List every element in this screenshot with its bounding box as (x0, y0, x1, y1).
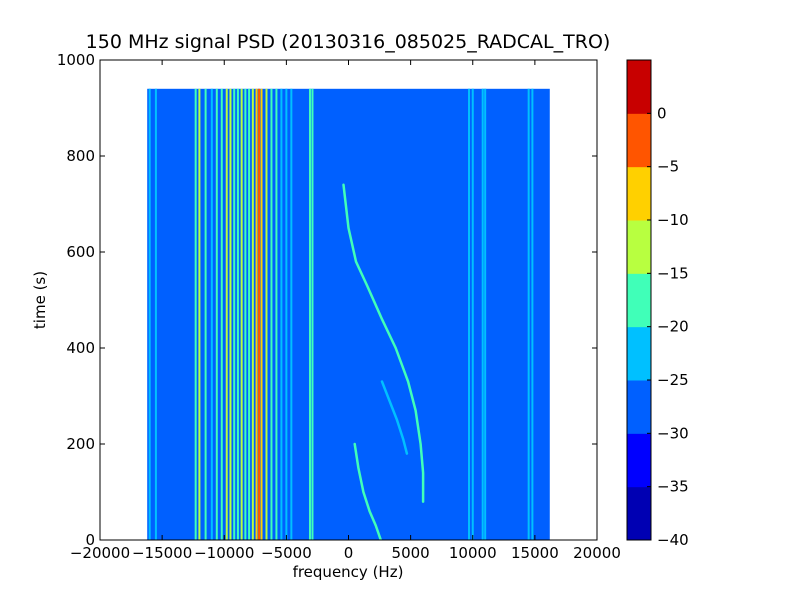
colorbar-tick-label: −40 (657, 531, 689, 549)
colorbar-tick-label: −30 (657, 424, 689, 442)
colorbar-tick-label: −5 (657, 158, 679, 176)
curved-track-2 (353, 442, 383, 540)
x-tick-label: 0 (344, 544, 354, 562)
colorbar-tick-label: −25 (657, 371, 689, 389)
x-axis-label: frequency (Hz) (293, 563, 404, 581)
colorbar-segment-3 (627, 326, 651, 381)
y-tick-label: 0 (85, 531, 95, 549)
y-tick-label: 600 (66, 243, 95, 261)
colorbar-segment-7 (627, 113, 651, 168)
colorbar-segment-1 (627, 433, 651, 488)
x-tick-label: −10000 (194, 544, 254, 562)
curved-track-0 (342, 183, 425, 503)
colorbar-tick-label: −15 (657, 264, 689, 282)
y-tick-label: 800 (66, 147, 95, 165)
colorbar-tick-label: −10 (657, 211, 689, 229)
x-tick-label: 15000 (511, 544, 559, 562)
colorbar-tick-label: −20 (657, 318, 689, 336)
y-tick-label: 400 (66, 339, 95, 357)
heatmap (147, 88, 550, 540)
x-tick-label: −15000 (132, 544, 192, 562)
colorbar-segment-6 (627, 166, 651, 221)
colorbar-frame (626, 59, 652, 541)
colorbar-segment-4 (627, 273, 651, 328)
x-tick-label: 10000 (449, 544, 497, 562)
colorbar-segment-2 (627, 380, 651, 434)
heatmap-background (147, 88, 550, 540)
x-tick-label: −20000 (70, 544, 130, 562)
x-tick-label: 20000 (573, 544, 621, 562)
y-tick-label: 200 (66, 435, 95, 453)
colorbar-tick-label: −35 (657, 478, 689, 496)
colorbar-segment-0 (627, 486, 651, 541)
x-tick-label: −5000 (261, 544, 312, 562)
colorbar-segment-8 (627, 60, 651, 114)
y-tick-label: 1000 (57, 51, 95, 69)
curved-track-1 (380, 380, 409, 455)
y-axis-label: time (s) (31, 271, 49, 329)
y-axis: 0 200 400 600 800 1000 (57, 51, 597, 549)
colorbar: −40 −35 −30 −25 −20 −15 −10 −5 0 (626, 59, 689, 549)
colorbar-tick-label: 0 (657, 104, 667, 122)
x-tick-label: 5000 (392, 544, 430, 562)
chart-title: 150 MHz signal PSD (20130316_085025_RADC… (86, 31, 611, 53)
x-axis: −20000 −15000 −10000 −5000 0 5000 10000 15000 20… (70, 60, 621, 562)
colorbar-segment-5 (627, 220, 651, 274)
plot-area (99, 59, 598, 541)
